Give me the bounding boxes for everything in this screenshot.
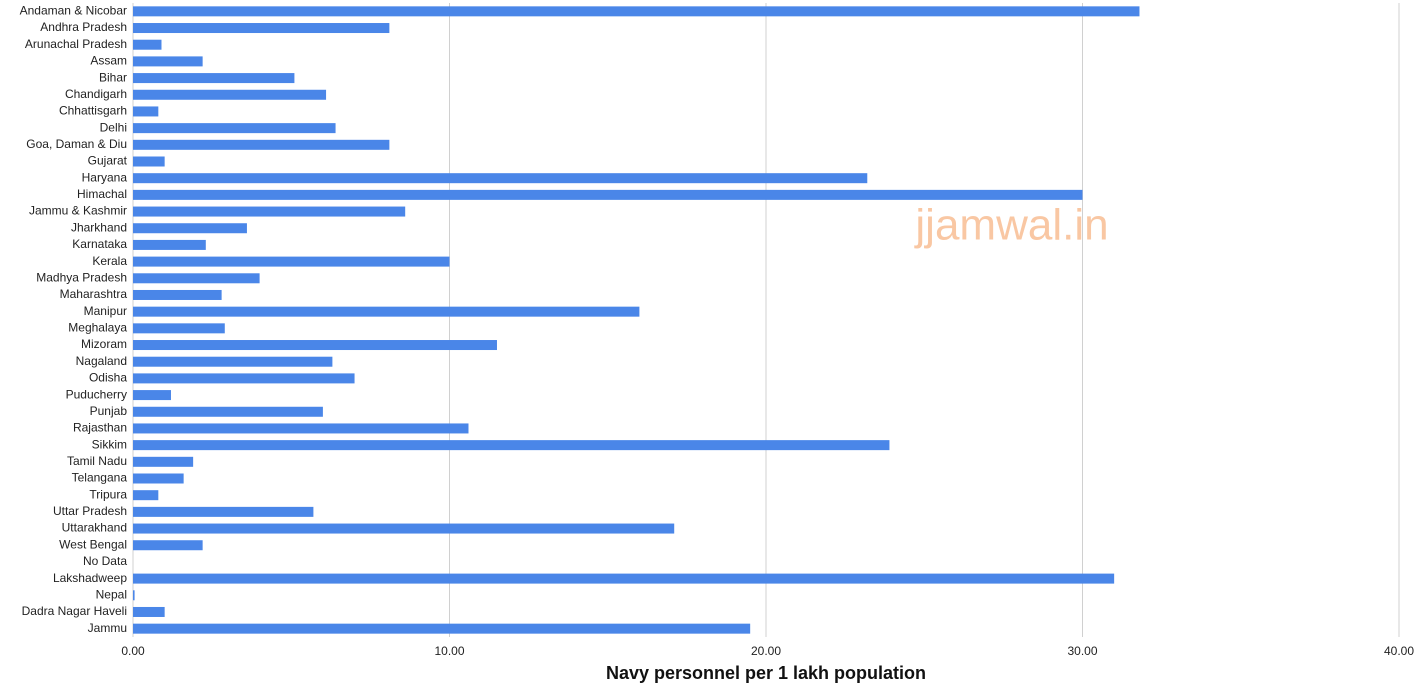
y-tick-label: Puducherry: [66, 387, 127, 401]
y-tick-label: Nepal: [96, 587, 127, 601]
y-tick-label: Bihar: [99, 70, 127, 84]
bar: [133, 289, 222, 300]
bar: [133, 139, 390, 150]
x-axis-title: Navy personnel per 1 lakh population: [606, 663, 926, 683]
bar: [133, 606, 165, 617]
x-tick-label: 20.00: [751, 644, 781, 658]
bar: [133, 89, 327, 100]
bar: [133, 406, 323, 417]
y-tick-label: Manipur: [84, 304, 127, 318]
y-tick-label: Mizoram: [81, 337, 127, 351]
y-tick-label: Goa, Daman & Diu: [26, 137, 127, 151]
y-tick-label: Himachal: [77, 187, 127, 201]
bar: [133, 273, 260, 284]
bar: [133, 506, 314, 517]
x-tick-label: 0.00: [121, 644, 145, 658]
bar: [133, 440, 890, 451]
bar: [133, 590, 135, 601]
bar: [133, 340, 497, 351]
y-tick-label: Jammu: [88, 621, 127, 635]
bar: [133, 356, 333, 367]
bar: [133, 239, 206, 250]
y-tick-label: Tripura: [89, 487, 127, 501]
y-tick-label: Chandigarh: [65, 87, 127, 101]
y-tick-label: Meghalaya: [68, 321, 127, 335]
bar: [133, 540, 203, 551]
bar: [133, 56, 203, 67]
bar: [133, 73, 295, 84]
y-tick-label: No Data: [83, 554, 127, 568]
y-tick-label: Andhra Pradesh: [40, 20, 127, 34]
x-tick-label: 40.00: [1384, 644, 1414, 658]
bar: [133, 623, 751, 634]
y-tick-label: Gujarat: [88, 154, 128, 168]
y-tick-label: Andaman & Nicobar: [20, 4, 127, 18]
bar: [133, 323, 225, 334]
bar: [133, 223, 247, 234]
bar: [133, 256, 450, 267]
bar: [133, 523, 675, 534]
bar: [133, 206, 406, 217]
bar: [133, 106, 159, 117]
y-tick-label: Odisha: [89, 371, 127, 385]
watermark: jjamwal.in: [913, 201, 1108, 250]
y-tick-label: Tamil Nadu: [67, 454, 127, 468]
y-tick-label: Dadra Nagar Haveli: [22, 604, 127, 618]
y-tick-label: Chhattisgarh: [59, 104, 127, 118]
bar: [133, 423, 469, 434]
y-tick-label: Kerala: [92, 254, 127, 268]
x-tick-label: 30.00: [1067, 644, 1097, 658]
bar: [133, 390, 171, 401]
bar: [133, 373, 355, 384]
bar: [133, 123, 336, 134]
y-tick-label: Jharkhand: [71, 220, 127, 234]
bar: [133, 573, 1115, 584]
bar: [133, 156, 165, 167]
bar: [133, 306, 640, 317]
y-tick-label: Uttar Pradesh: [53, 504, 127, 518]
y-tick-label: Assam: [90, 54, 127, 68]
y-tick-label: Lakshadweep: [53, 571, 127, 585]
y-tick-label: Uttarakhand: [62, 521, 127, 535]
x-tick-label: 10.00: [434, 644, 464, 658]
y-tick-label: Sikkim: [92, 437, 127, 451]
bar: [133, 23, 390, 34]
y-tick-label: Delhi: [100, 120, 127, 134]
bar: [133, 189, 1083, 200]
bar: [133, 6, 1140, 17]
bar: [133, 490, 159, 501]
y-tick-label: Telangana: [72, 471, 128, 485]
y-tick-label: Karnataka: [72, 237, 127, 251]
y-tick-label: Punjab: [90, 404, 128, 418]
y-tick-label: Jammu & Kashmir: [29, 204, 127, 218]
y-tick-label: West Bengal: [59, 537, 127, 551]
bar: [133, 173, 868, 184]
bar: [133, 473, 184, 484]
y-tick-label: Rajasthan: [73, 421, 127, 435]
y-tick-label: Nagaland: [76, 354, 127, 368]
bar: [133, 456, 194, 467]
y-tick-label: Maharashtra: [60, 287, 128, 301]
y-tick-label: Haryana: [82, 170, 128, 184]
y-tick-label: Arunachal Pradesh: [25, 37, 127, 51]
bar: [133, 39, 162, 50]
y-tick-label: Madhya Pradesh: [36, 270, 127, 284]
